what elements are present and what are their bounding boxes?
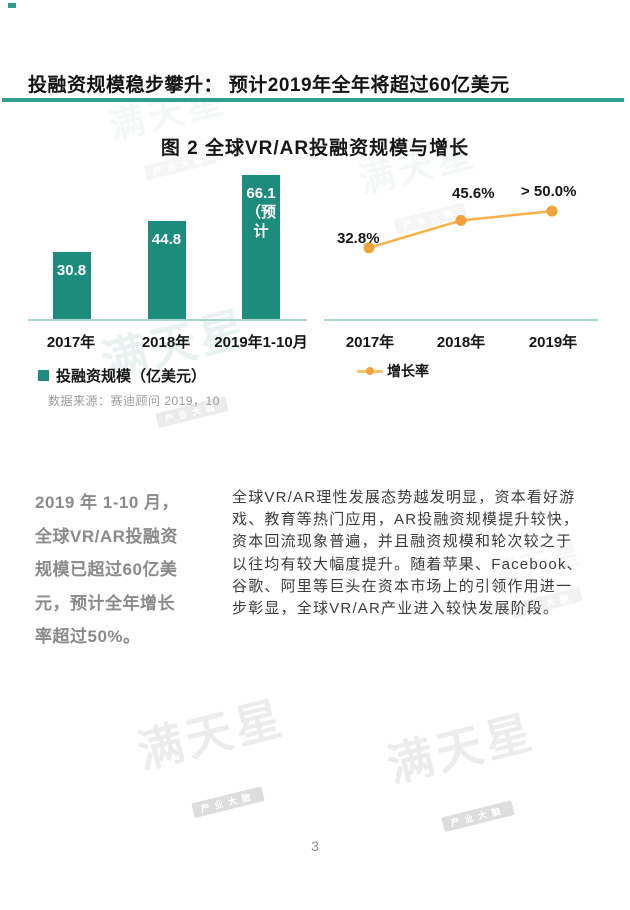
bar-value-label: 30.8 — [56, 262, 87, 280]
summary-line: 规模已超过60亿美 — [35, 560, 178, 579]
data-point — [363, 242, 375, 254]
detail-line: 步彰显，全球VR/AR产业进入较快发展阶段。 — [232, 600, 560, 618]
legend-bars-label: 投融资规模（亿美元） — [56, 368, 207, 385]
bar-category-label: 2019年1-10月 — [214, 334, 308, 351]
bar-category-label: 2017年 — [46, 334, 96, 351]
line-point-label: > 50.0% — [521, 183, 577, 200]
summary-line: 全球VR/AR投融资 — [35, 526, 178, 546]
detail-line: 资本回流现象普遍，并且融资规模和轮次较之于 — [232, 533, 573, 551]
title-underline — [2, 98, 624, 102]
line-category-label: 2017年 — [345, 334, 395, 351]
summary-line: 率超过50%。 — [35, 627, 141, 646]
detail-paragraph: 全球VR/AR理性发展态势越发明显，资本看好游 戏、教育等热门应用，AR投融资规… — [232, 487, 583, 620]
watermark-subtext: 产业大脑 — [191, 786, 265, 819]
line-point-label: 45.6% — [452, 185, 495, 202]
watermark-text: 满天星 — [132, 691, 291, 779]
detail-line: 以往均有较大幅度提升。随着苹果、Facebook、 — [232, 555, 583, 573]
bar-chart: 30.8 44.8 66.1 （预计 — [30, 166, 310, 320]
line-dot-icon — [357, 366, 383, 375]
summary-line: 2019 年 1-10 月， — [35, 493, 180, 512]
bar: 44.8 — [147, 221, 186, 320]
line-category-label: 2018年 — [436, 334, 486, 351]
figure-title: 图 2 全球VR/AR投融资规模与增长 — [160, 138, 470, 159]
corner-accent-mark — [8, 3, 16, 8]
bar-value-label: 66.1 （预计 — [245, 184, 276, 240]
bar-category-label: 2018年 — [141, 334, 191, 351]
line-point-label: 32.8% — [337, 230, 380, 247]
summary-line: 元，预计全年增长 — [35, 593, 175, 613]
page-number: 3 — [311, 838, 319, 854]
line-chart — [363, 205, 558, 254]
watermark: 满天星 产业大脑 — [380, 696, 555, 849]
watermark-text: 满天星 — [382, 705, 541, 793]
detail-line: 戏、教育等热门应用，AR投融资规模提升较快， — [232, 511, 580, 529]
bar-chart-axis — [28, 319, 307, 321]
legend-square-swatch — [38, 370, 49, 381]
page-title: 投融资规模稳步攀升： 预计2019年全年将超过60亿美元 — [28, 75, 510, 96]
detail-line: 谷歌、阿里等巨头在资本市场上的引领作用进一 — [232, 577, 573, 595]
legend-bars: 投融资规模（亿美元） — [38, 365, 206, 386]
data-point — [455, 215, 467, 226]
data-source-note: 数据来源：赛迪顾问 2019，10 — [48, 394, 220, 408]
summary-paragraph: 2019 年 1-10 月， 全球VR/AR投融资 规模已超过60亿美 元，预计… — [35, 486, 179, 654]
detail-line: 全球VR/AR理性发展态势越发明显，资本看好游 — [232, 489, 576, 506]
legend-line: 增长率 — [357, 361, 429, 381]
data-point — [546, 205, 558, 217]
line-category-label: 2019年 — [528, 334, 578, 351]
legend-line-label: 增长率 — [387, 363, 429, 379]
line-chart-axis — [324, 319, 598, 321]
bar-value-label: 44.8 — [151, 231, 182, 249]
watermark-subtext: 产业大脑 — [441, 800, 515, 833]
bar: 30.8 — [52, 252, 91, 320]
watermark: 满天星 产业大脑 — [130, 682, 305, 835]
bar: 66.1 （预计 — [242, 174, 280, 320]
